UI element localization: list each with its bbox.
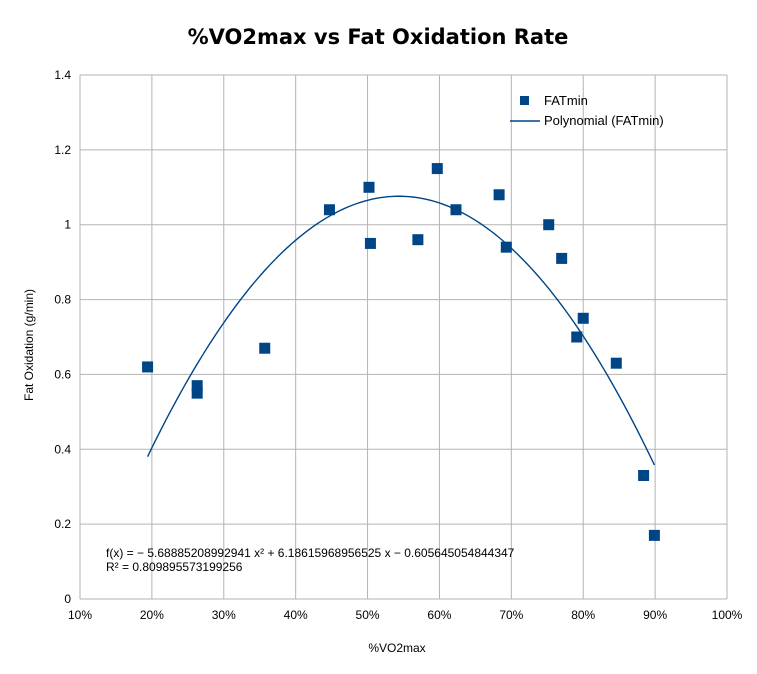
data-point bbox=[431, 163, 443, 175]
x-tick-label: 80% bbox=[571, 608, 595, 622]
y-tick-label: 0.8 bbox=[54, 293, 71, 307]
data-point bbox=[577, 312, 589, 324]
data-point bbox=[323, 204, 335, 216]
x-tick-label: 60% bbox=[427, 608, 451, 622]
data-point bbox=[363, 181, 375, 193]
data-point bbox=[571, 331, 583, 343]
grid bbox=[79, 74, 728, 600]
data-point bbox=[259, 342, 271, 354]
x-tick-label: 20% bbox=[140, 608, 164, 622]
data-point bbox=[364, 237, 376, 249]
y-tick-label: 0.4 bbox=[54, 442, 71, 456]
data-point bbox=[556, 252, 568, 264]
y-tick-label: 1.4 bbox=[54, 68, 71, 82]
y-tick-label: 1 bbox=[64, 218, 71, 232]
y-tick-label: 0 bbox=[64, 592, 71, 606]
data-point bbox=[638, 469, 650, 481]
data-point bbox=[412, 234, 424, 246]
legend-label-polynomial: Polynomial (FATmin) bbox=[544, 113, 664, 128]
trendline-equation: f(x) = − 5.68885208992941 x² + 6.1861596… bbox=[106, 546, 515, 560]
data-point bbox=[191, 387, 203, 399]
y-axis-label: Fat Oxidation (g/min) bbox=[22, 289, 36, 401]
legend-label-fatmin: FATmin bbox=[544, 93, 588, 108]
trendline-polynomial bbox=[146, 195, 656, 466]
data-point bbox=[500, 241, 512, 253]
data-point bbox=[191, 380, 203, 392]
y-tick-label: 0.6 bbox=[54, 367, 71, 381]
trendline-r-squared: R² = 0.809895573199256 bbox=[106, 560, 243, 574]
x-tick-label: 30% bbox=[212, 608, 236, 622]
data-point bbox=[610, 357, 622, 369]
y-tick-label: 1.2 bbox=[54, 143, 71, 157]
axis-ticks: 10% 20% 30% 40% 50% 60% 70% 80% 90% 100% 0 0.2 0.4 0.… bbox=[54, 68, 742, 622]
y-tick-label: 0.2 bbox=[54, 517, 71, 531]
x-axis-label: %VO2max bbox=[368, 641, 425, 655]
x-tick-label: 10% bbox=[68, 608, 92, 622]
legend: FATmin Polynomial (FATmin) bbox=[510, 93, 664, 128]
x-tick-label: 100% bbox=[712, 608, 743, 622]
data-points bbox=[142, 163, 660, 541]
legend-marker-fatmin bbox=[520, 96, 529, 105]
x-tick-label: 90% bbox=[643, 608, 667, 622]
x-tick-label: 70% bbox=[499, 608, 523, 622]
data-point bbox=[142, 361, 154, 373]
data-point bbox=[543, 219, 555, 231]
x-tick-label: 50% bbox=[356, 608, 380, 622]
data-point bbox=[648, 529, 660, 541]
x-tick-label: 40% bbox=[284, 608, 308, 622]
data-point bbox=[493, 189, 505, 201]
data-point bbox=[450, 204, 462, 216]
chart-title: %VO2max vs Fat Oxidation Rate bbox=[188, 25, 569, 49]
